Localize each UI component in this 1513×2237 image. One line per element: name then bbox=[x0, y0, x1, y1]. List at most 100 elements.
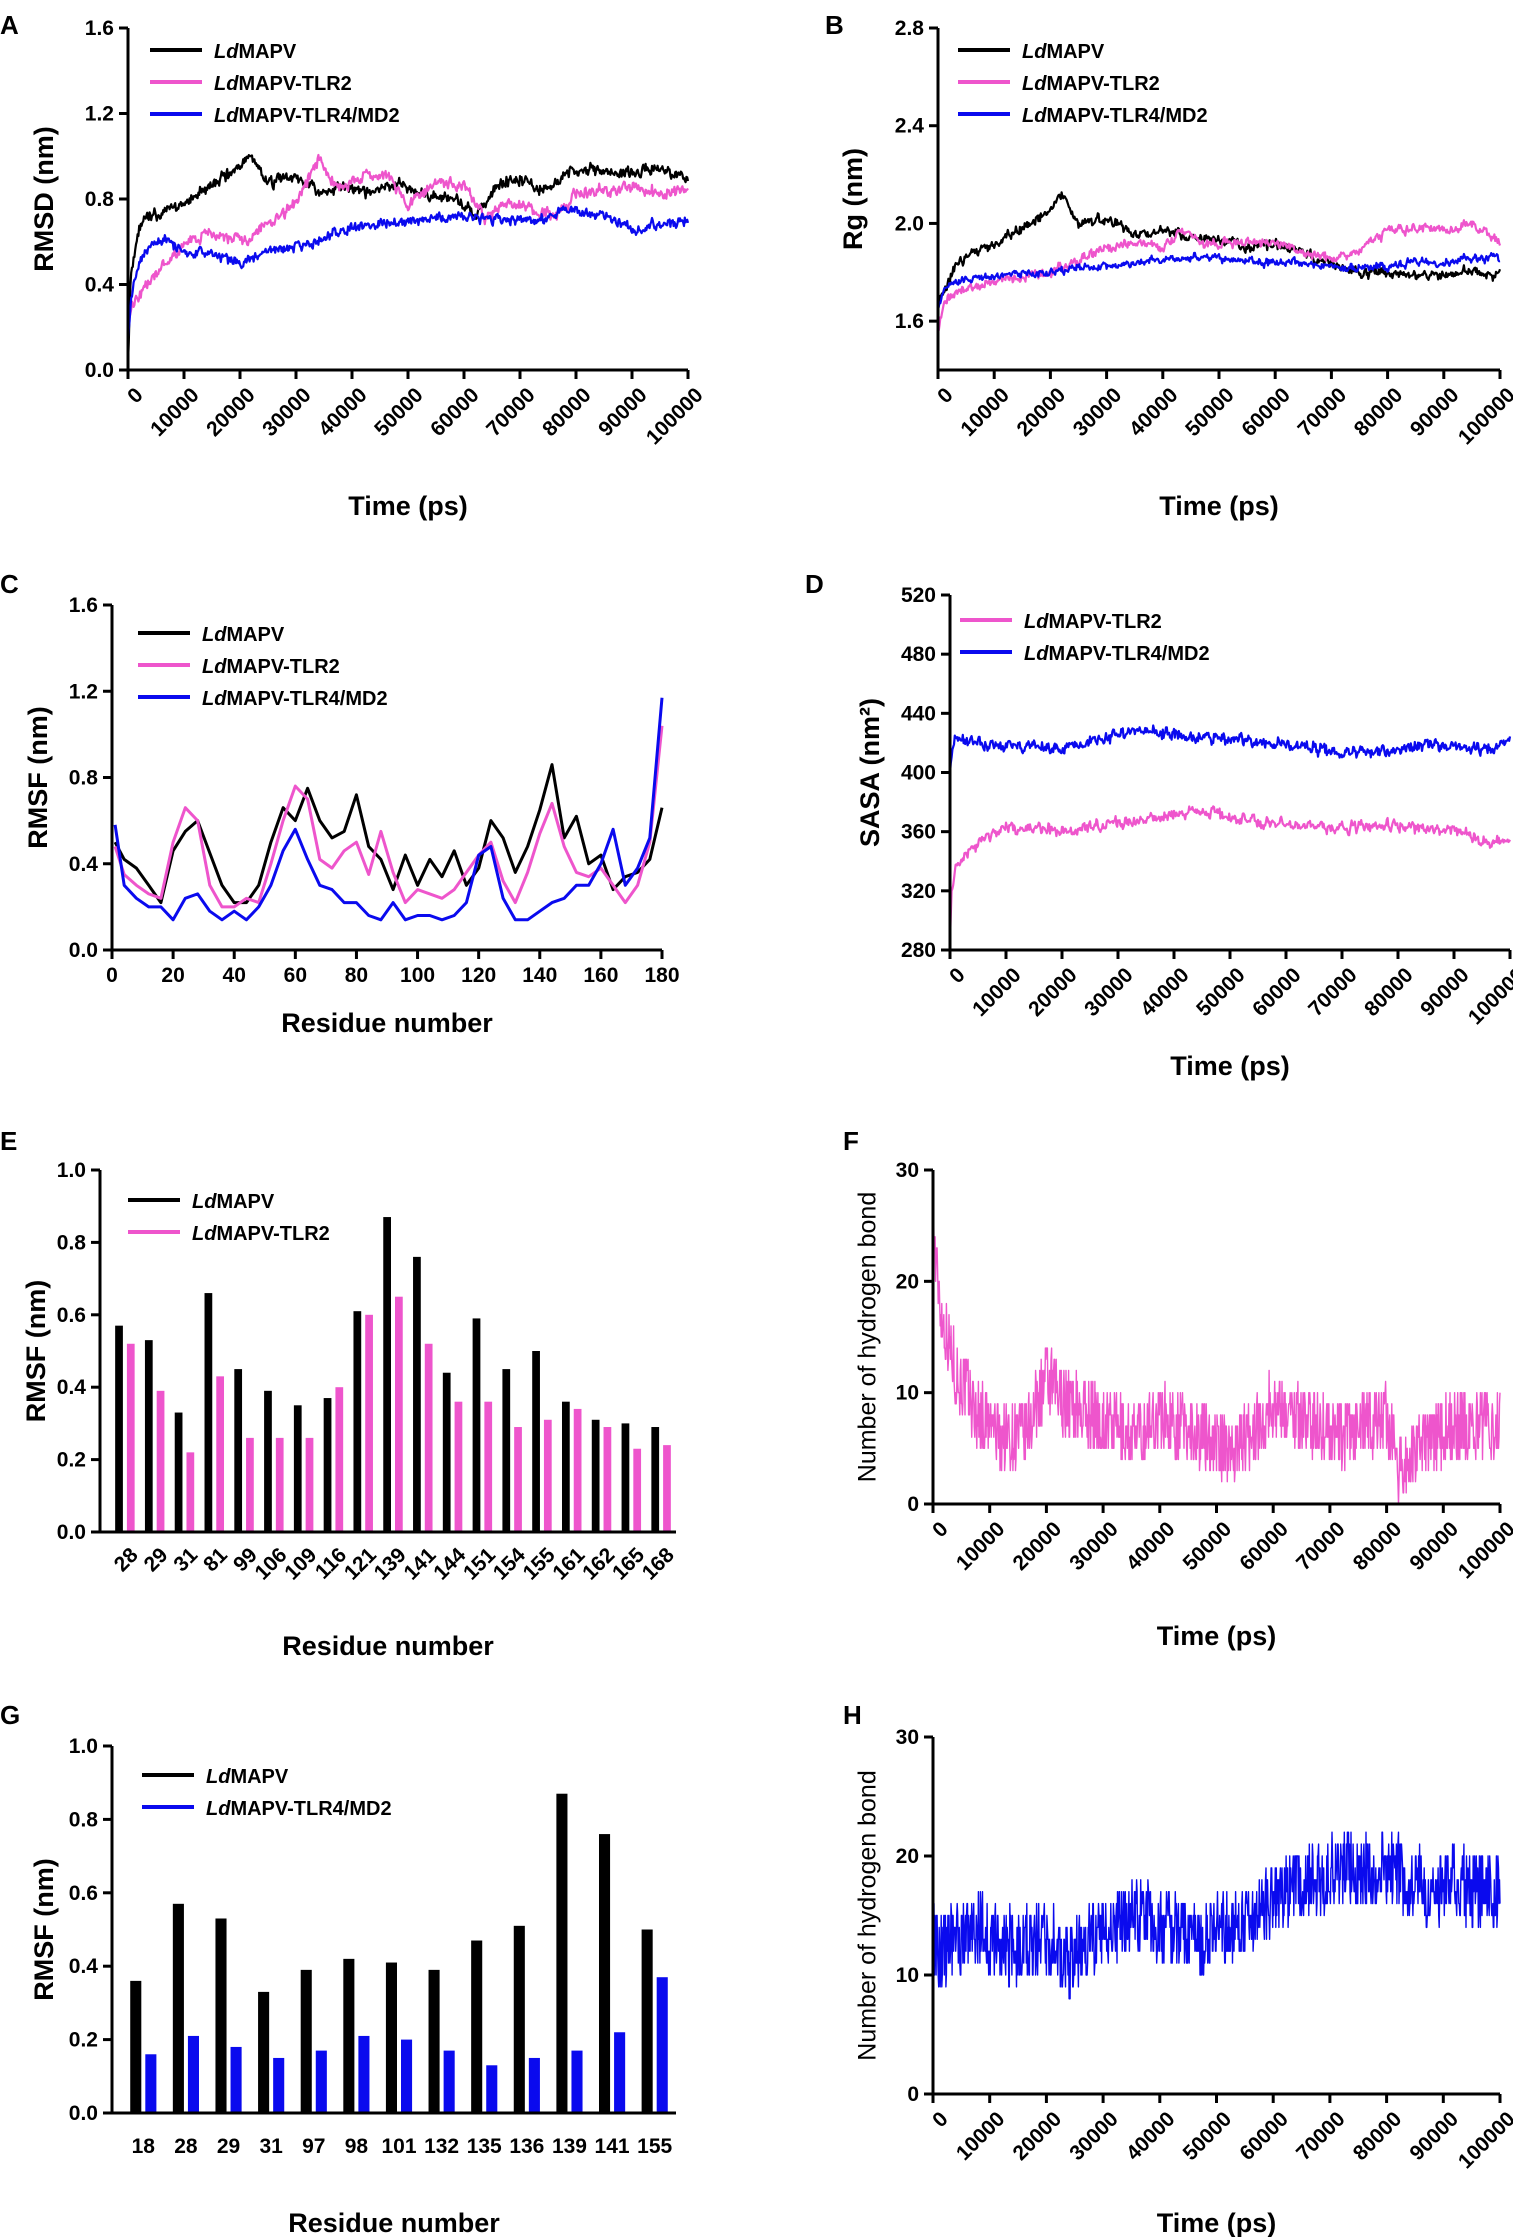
legend-entry-suffix: MAPV-TLR4/MD2 bbox=[1046, 105, 1207, 127]
legend-entry-prefix: Ld bbox=[1024, 611, 1049, 633]
legend-entry: LdMAPV bbox=[1022, 41, 1105, 63]
chart-panel-c: C 0.0 0.4 0.8 1.2 1.6 0 20 40 60 80 100 120 140 160 180… bbox=[0, 569, 680, 1038]
x-tick-label: 141 bbox=[595, 2135, 630, 2158]
x-tick-label: 31 bbox=[259, 2135, 283, 2158]
legend-entry-prefix: Ld bbox=[1022, 73, 1047, 95]
bar-ldmapv-81 bbox=[204, 1293, 213, 1532]
y-tick-label: 1.2 bbox=[69, 680, 98, 703]
y-axis-label: Number of hydrogen bond bbox=[854, 1192, 882, 1482]
y-tick-label: 30 bbox=[896, 1726, 919, 1749]
bar-ldmapv-tlr4-md2-139 bbox=[571, 2050, 583, 2113]
y-tick-label: 0.8 bbox=[85, 188, 115, 211]
bar-ldmapv-tlr4-md2-136 bbox=[528, 2057, 540, 2113]
y-tick-label: 0.4 bbox=[57, 1376, 87, 1399]
legend-entry-prefix: Ld bbox=[202, 688, 227, 710]
bar-ldmapv-154 bbox=[502, 1369, 511, 1532]
legend-entry-prefix: Ld bbox=[192, 1191, 217, 1213]
y-tick-label: 1.0 bbox=[69, 1735, 98, 1758]
y-tick-label: 0.8 bbox=[57, 1231, 87, 1254]
x-tick-label: 60000 bbox=[1237, 383, 1295, 441]
legend-entry: LdMAPV-TLR2 bbox=[1022, 73, 1160, 95]
x-tick-label: 180 bbox=[644, 964, 679, 987]
x-tick-label: 100000 bbox=[642, 383, 708, 449]
y-tick-label: 0.8 bbox=[69, 767, 99, 790]
x-tick-label: 29 bbox=[217, 2135, 240, 2158]
legend-entry-prefix: Ld bbox=[202, 624, 227, 646]
bar-ldmapv-135 bbox=[471, 1940, 483, 2113]
legend-entry: LdMAPV bbox=[192, 1191, 275, 1213]
y-axis-label: RMSF (nm) bbox=[29, 1858, 59, 2000]
legend-entry-suffix: MAPV-TLR2 bbox=[1046, 73, 1159, 95]
bar-ldmapv-155 bbox=[532, 1351, 540, 1532]
x-tick-label: 80000 bbox=[1349, 2107, 1407, 2165]
y-tick-label: 0.6 bbox=[57, 1304, 86, 1327]
x-tick-label: 80000 bbox=[538, 383, 596, 441]
y-tick-label: 0.2 bbox=[57, 1449, 86, 1472]
legend-entry-suffix: MAPV-TLR4/MD2 bbox=[230, 1798, 391, 1820]
bar-ldmapv-162 bbox=[591, 1419, 600, 1532]
legend-entry: LdMAPV bbox=[202, 624, 285, 646]
y-tick-label: 480 bbox=[901, 643, 936, 666]
series-line-ldmapv-tlr4-md2 bbox=[932, 1831, 1501, 2000]
x-tick-label: 168 bbox=[638, 1543, 679, 1584]
bar-ldmapv-31 bbox=[258, 1991, 270, 2113]
legend-entry: LdMAPV-TLR4/MD2 bbox=[206, 1798, 392, 1820]
x-tick-label: 30000 bbox=[1065, 1517, 1123, 1575]
legend-entry-prefix: Ld bbox=[1022, 105, 1047, 127]
y-tick-label: 440 bbox=[901, 702, 936, 725]
bar-ldmapv-106 bbox=[264, 1390, 272, 1532]
bar-ldmapv-136 bbox=[513, 1925, 525, 2113]
x-tick-label: 140 bbox=[522, 964, 557, 987]
x-tick-label: 100000 bbox=[1454, 383, 1513, 449]
x-tick-label: 40000 bbox=[1136, 963, 1194, 1021]
x-tick-label: 70000 bbox=[482, 383, 540, 441]
panel-label: E bbox=[0, 1126, 17, 1156]
bar-ldmapv-29 bbox=[144, 1340, 153, 1532]
x-tick-label: 80 bbox=[345, 964, 368, 987]
y-tick-label: 0.0 bbox=[69, 939, 98, 962]
x-tick-label: 80000 bbox=[1360, 963, 1418, 1021]
series-line-ldmapv bbox=[113, 763, 664, 905]
x-axis-label: Time (ps) bbox=[1170, 1051, 1290, 1081]
x-tick-label: 50000 bbox=[370, 383, 428, 441]
series-line-ldmapv-tlr4-md2 bbox=[948, 724, 1512, 774]
x-tick-label: 136 bbox=[509, 2135, 544, 2158]
x-tick-label: 50000 bbox=[1179, 1517, 1237, 1575]
bar-ldmapv-tlr2-151 bbox=[484, 1401, 493, 1532]
series-line-ldmapv-tlr2 bbox=[126, 153, 689, 322]
bar-ldmapv-161 bbox=[561, 1401, 570, 1532]
legend-entry-prefix: Ld bbox=[1022, 41, 1047, 63]
x-tick-label: 40000 bbox=[1125, 383, 1183, 441]
legend-entry-suffix: MAPV bbox=[226, 624, 284, 646]
legend-entry-prefix: Ld bbox=[206, 1798, 231, 1820]
x-tick-label: 10000 bbox=[968, 963, 1026, 1021]
x-tick-label: 50000 bbox=[1192, 963, 1250, 1021]
legend-entry-suffix: MAPV-TLR2 bbox=[226, 656, 339, 678]
x-tick-label: 30000 bbox=[258, 383, 316, 441]
y-axis-label: RMSF (nm) bbox=[23, 706, 53, 848]
y-tick-label: 0.8 bbox=[69, 1808, 99, 1831]
legend-entry: LdMAPV-TLR2 bbox=[214, 73, 352, 95]
y-axis-label: RMSD (nm) bbox=[29, 126, 59, 271]
y-tick-label: 0.0 bbox=[57, 1521, 86, 1544]
x-tick-label: 100 bbox=[400, 964, 435, 987]
bar-ldmapv-tlr2-81 bbox=[216, 1376, 225, 1532]
chart-panel-g: G 0.0 0.2 0.4 0.6 0.8 1.0 18 28 29 31 97 98 101 132 135… bbox=[0, 1700, 676, 2237]
bar-ldmapv-tlr2-141 bbox=[424, 1343, 433, 1532]
bar-ldmapv-109 bbox=[293, 1405, 302, 1532]
x-tick-label: 29 bbox=[140, 1543, 173, 1576]
y-tick-label: 0.4 bbox=[85, 274, 115, 297]
bar-ldmapv-155 bbox=[641, 1929, 653, 2113]
x-tick-label: 160 bbox=[583, 964, 618, 987]
y-tick-label: 2.4 bbox=[895, 115, 925, 138]
legend-entry-suffix: MAPV bbox=[238, 41, 296, 63]
x-tick-label: 80000 bbox=[1350, 383, 1408, 441]
bar-ldmapv-tlr2-109 bbox=[305, 1437, 314, 1532]
x-axis-label: Residue number bbox=[281, 1008, 493, 1038]
x-tick-label: 70000 bbox=[1294, 383, 1352, 441]
y-tick-label: 2.0 bbox=[895, 212, 924, 235]
x-tick-label: 155 bbox=[637, 2135, 672, 2158]
x-tick-label: 18 bbox=[132, 2135, 156, 2158]
y-tick-label: 0 bbox=[907, 2083, 919, 2106]
